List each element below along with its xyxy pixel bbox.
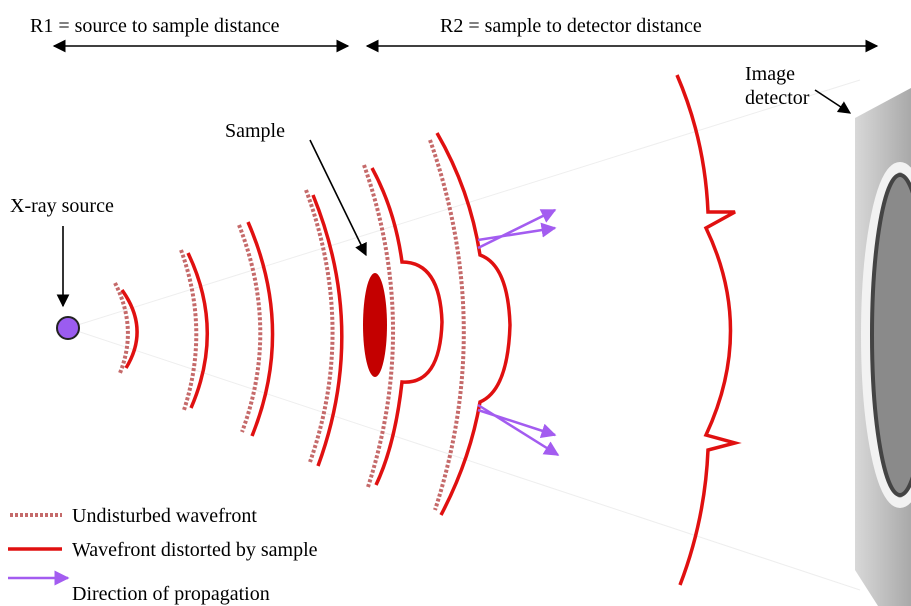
r1-label: R1 = source to sample distance <box>30 15 280 37</box>
detector-image <box>870 173 911 497</box>
detector-label: detector <box>745 87 810 109</box>
x-ray-source <box>56 316 80 340</box>
wavefronts <box>113 74 742 586</box>
detector-fringe <box>861 162 911 508</box>
source-label: X-ray source <box>10 195 114 217</box>
detector-arrow <box>814 89 852 114</box>
sample <box>363 273 387 377</box>
propagation-arrows <box>477 208 560 457</box>
legend-label: Wavefront distorted by sample <box>72 539 318 561</box>
legend-label: Undisturbed wavefront <box>72 505 257 527</box>
legend-label: Direction of propagation <box>72 583 270 605</box>
sample-arrow <box>309 139 367 257</box>
sample-label: Sample <box>225 120 285 142</box>
r2-label: R2 = sample to detector distance <box>440 15 702 37</box>
detector-label: Image <box>745 63 795 85</box>
